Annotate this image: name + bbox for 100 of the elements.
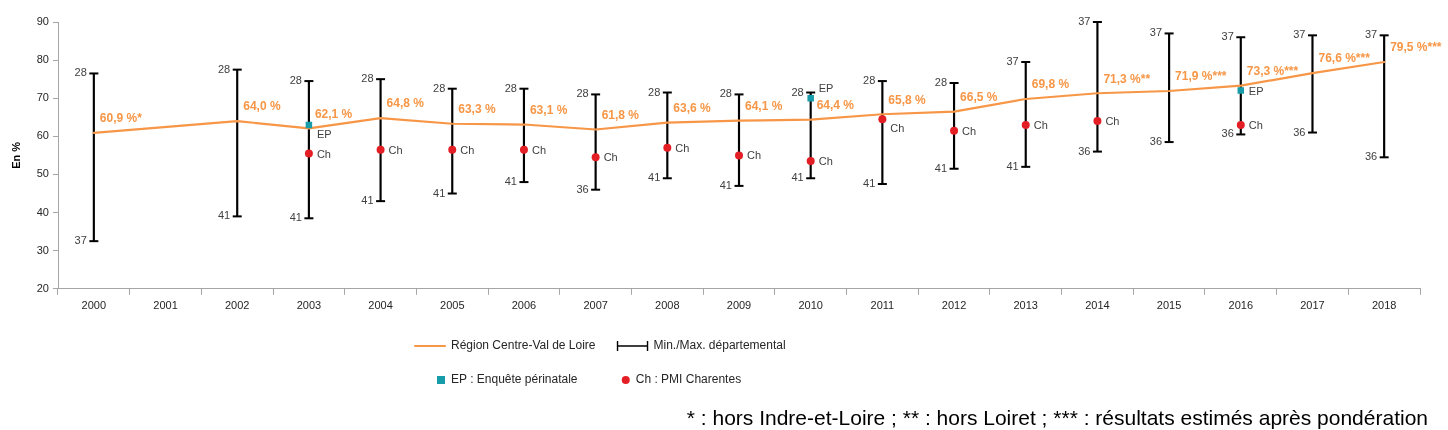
annotation: 36 [1364, 150, 1378, 163]
annotation: 41 [863, 177, 876, 190]
annotation: 41 [1006, 159, 1019, 172]
y-tick-label: 20 [36, 281, 49, 294]
data-label: 73,3 %*** [1246, 63, 1299, 78]
point [519, 145, 528, 154]
annotation: 37 [1078, 15, 1091, 28]
data-label: 69,8 % [1031, 77, 1070, 92]
legend-label: EP : Enquête périnatale [451, 372, 578, 387]
x-tick-label: 2007 [583, 299, 608, 312]
data-label: 79,5 %*** [1390, 40, 1442, 55]
x-tick-label: 2008 [655, 299, 680, 312]
annotation: 37 [1149, 26, 1163, 39]
point [1236, 120, 1245, 129]
annotation: 28 [719, 87, 732, 100]
y-tick-label: 30 [36, 243, 49, 256]
point [806, 157, 815, 166]
annotation: Ch [460, 143, 475, 156]
annotation: 41 [504, 175, 517, 188]
point [1237, 87, 1245, 94]
bar [1096, 22, 1099, 152]
y-tick-label: 70 [36, 91, 49, 104]
annotation: Ch [1105, 115, 1120, 128]
legend-label: Ch : PMI Charentes [635, 372, 742, 387]
x-tick-label: 2006 [511, 299, 537, 312]
x-tick-label: 2005 [440, 299, 465, 312]
point [448, 145, 457, 154]
annotation: 36 [1293, 125, 1306, 138]
annotation: 41 [433, 186, 446, 199]
x-tick-label: 2004 [368, 299, 393, 312]
annotation: 28 [74, 66, 87, 79]
annotation: Ch [316, 147, 331, 160]
data-label: 64,1 % [745, 99, 783, 114]
annotation: 41 [648, 171, 661, 184]
annotation: 28 [934, 76, 948, 89]
point [1021, 120, 1030, 129]
annotation: EP [316, 127, 332, 140]
annotation: 37 [1364, 28, 1378, 41]
annotation: 36 [576, 182, 589, 195]
point [663, 143, 672, 152]
x-tick-label: 2000 [81, 299, 107, 312]
data-label: 64,8 % [386, 96, 425, 111]
annotation: Ch [747, 149, 762, 162]
annotation: 36 [1221, 127, 1234, 140]
point [591, 153, 600, 162]
data-label: 61,8 % [601, 107, 640, 122]
annotation: 41 [791, 171, 804, 184]
x-tick-label: 2018 [1371, 299, 1397, 312]
annotation: 41 [361, 194, 374, 207]
text: * : hors Indre-et-Loire ; ** : hors Loiret ; *** : résultats estimés après pondération [686, 406, 1428, 430]
point [807, 94, 814, 102]
data-label: 63,3 % [458, 102, 496, 117]
y-tick-label: 80 [36, 53, 49, 66]
y-tick-label: 90 [36, 15, 49, 28]
point [376, 145, 385, 154]
y-axis-title: En % [9, 141, 22, 169]
x-tick-label: 2017 [1300, 299, 1325, 312]
annotation: Ch [1248, 118, 1263, 131]
x-tick-label: 2003 [296, 299, 322, 312]
annotation: 41 [934, 161, 948, 174]
x-tick-label: 2012 [941, 299, 967, 312]
x-tick-label: 2013 [1013, 299, 1038, 312]
annotation: 41 [217, 209, 231, 222]
data-label: 63,1 % [529, 102, 568, 117]
bar [92, 73, 95, 242]
annotation: EP [818, 82, 834, 95]
x-tick-label: 2009 [726, 299, 752, 312]
x-tick-label: 2010 [798, 299, 823, 312]
point [950, 126, 959, 135]
annotation: 28 [504, 81, 517, 94]
annotation: Ch [1033, 118, 1048, 131]
data-label: 76,6 %*** [1318, 51, 1371, 66]
data-label: 63,6 % [673, 100, 712, 115]
y-tick-label: 40 [36, 205, 49, 218]
data-label: 65,8 % [888, 92, 927, 107]
legend-label: Région Centre-Val de Loire [451, 338, 596, 353]
bar [1311, 35, 1314, 133]
annotation: 37 [1293, 28, 1306, 41]
point [1093, 117, 1102, 126]
x-tick-label: 2016 [1228, 299, 1254, 312]
annotation: 28 [217, 62, 231, 75]
annotation: 28 [576, 87, 589, 100]
data-label: 71,9 %*** [1175, 69, 1227, 84]
data-label: 71,3 %** [1103, 71, 1151, 86]
data-label: 66,5 % [960, 89, 998, 104]
point [878, 115, 887, 124]
point [304, 149, 313, 158]
annotation: Ch [890, 122, 905, 135]
annotation: Ch [962, 124, 977, 137]
annotation: 41 [289, 211, 302, 224]
annotation: 28 [863, 74, 876, 87]
annotation: 28 [648, 85, 661, 98]
annotation: 36 [1149, 135, 1163, 148]
x-tick-label: 2015 [1156, 299, 1182, 312]
annotation: 37 [1006, 55, 1019, 68]
annotation: 28 [433, 81, 446, 94]
annotation: Ch [818, 155, 833, 168]
x-tick-label: 2001 [153, 299, 178, 312]
annotation: Ch [531, 143, 547, 156]
x-tick-label: 2011 [870, 299, 895, 312]
